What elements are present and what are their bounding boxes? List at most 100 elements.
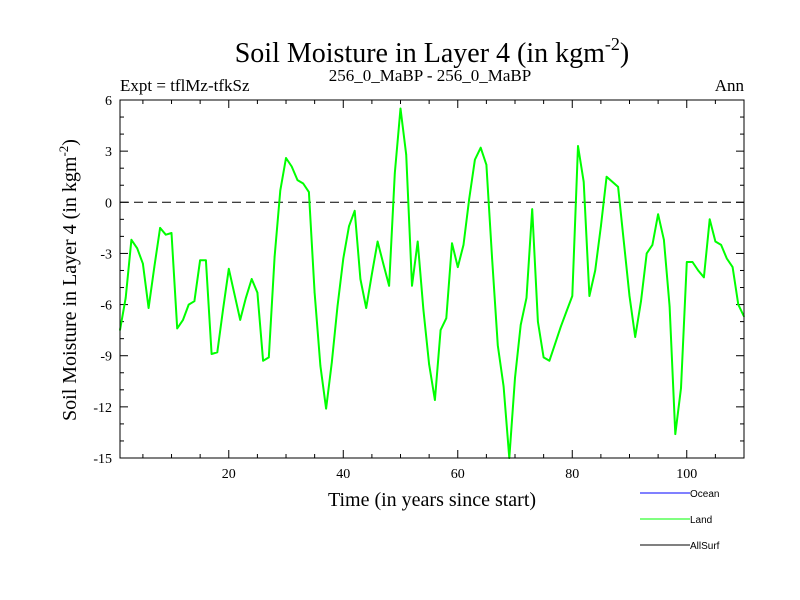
y-tick-label: -15 — [93, 452, 112, 467]
series-line-land — [119, 107, 745, 459]
data-point-land — [537, 320, 539, 323]
data-point-land — [187, 303, 190, 306]
data-point-land — [645, 252, 648, 255]
data-point-land — [640, 300, 642, 303]
data-point-land — [325, 407, 327, 410]
data-point-land — [491, 257, 493, 260]
data-point-land — [290, 165, 293, 168]
data-point-land — [394, 172, 396, 175]
data-point-land — [399, 107, 402, 110]
data-point-land — [376, 240, 379, 243]
data-point-land — [600, 225, 602, 227]
data-point-land — [577, 145, 579, 147]
data-point-land — [474, 158, 476, 161]
data-point-land — [273, 255, 276, 258]
data-point-land — [147, 307, 150, 309]
legend: Ocean Land AllSurf — [640, 489, 720, 552]
data-point-land — [302, 182, 305, 185]
data-point-land — [313, 291, 316, 294]
data-point-land — [468, 198, 471, 200]
data-point-land — [686, 261, 688, 263]
data-point-land — [663, 239, 665, 241]
subtitle-left: Expt = tflMz-tfkSz — [120, 76, 250, 95]
data-point-land — [331, 361, 333, 364]
data-point-land — [130, 239, 133, 241]
data-point-land — [457, 266, 459, 268]
data-point-land — [497, 344, 499, 347]
y-tick-label: -6 — [100, 299, 112, 314]
data-point-land — [416, 240, 419, 243]
data-point-land — [674, 433, 677, 435]
data-point-land — [668, 305, 671, 308]
x-axis-label: Time (in years since start) — [328, 489, 536, 511]
data-point-land — [371, 273, 373, 275]
data-point-land — [462, 244, 465, 246]
data-point-land — [680, 387, 682, 389]
data-point-land — [691, 261, 694, 263]
data-point-land — [256, 291, 259, 294]
data-point-land — [279, 189, 282, 192]
data-point-land — [451, 242, 453, 244]
subtitle-center: 256_0_MaBP - 256_0_MaBP — [329, 66, 531, 85]
data-point-land — [422, 308, 425, 311]
data-point-land — [697, 269, 699, 272]
data-point-land — [594, 269, 596, 272]
data-point-land — [233, 293, 236, 296]
data-point-land — [336, 305, 339, 308]
data-point-land — [611, 181, 614, 183]
data-point-land — [542, 356, 545, 359]
data-point-land — [714, 240, 717, 243]
data-point-land — [703, 276, 705, 279]
data-point-land — [308, 191, 310, 193]
data-point-land — [170, 232, 173, 234]
data-point-land — [285, 157, 287, 159]
chart-title: Soil Moisture in Layer 4 (in kgm-2) — [235, 34, 630, 69]
data-point-land — [353, 210, 356, 212]
plot-frame — [119, 99, 745, 459]
data-point-land — [434, 399, 436, 401]
data-point-land — [205, 259, 207, 262]
data-point-land — [605, 175, 608, 178]
y-axis-label: Soil Moisture in Layer 4 (in kgm-2) — [56, 139, 81, 421]
data-point-land — [159, 227, 161, 229]
x-tick-label: 80 — [565, 467, 579, 482]
x-tick-label: 100 — [676, 467, 697, 482]
data-point-land — [651, 244, 654, 246]
data-point-land — [405, 153, 408, 156]
data-point-land — [222, 308, 224, 311]
data-point-land — [216, 351, 219, 354]
data-point-land — [165, 233, 167, 236]
data-point-land — [342, 257, 345, 260]
data-point-land — [565, 310, 568, 313]
data-point-land — [428, 363, 430, 366]
legend-label-ocean: Ocean — [690, 489, 719, 500]
x-tick-label: 40 — [336, 467, 350, 482]
data-point-land — [348, 225, 350, 227]
data-point-land — [571, 295, 574, 297]
data-point-land — [531, 208, 533, 210]
data-point-land — [525, 297, 528, 299]
data-point-land — [359, 278, 362, 280]
x-tick-label: 60 — [451, 467, 465, 482]
data-point-land — [199, 259, 201, 262]
axis-tick-labels: -15 -12 -9 -6 -3 0 3 6 20 40 60 80 100 — [93, 94, 697, 482]
data-point-land — [708, 218, 711, 221]
data-point-land — [388, 285, 390, 287]
data-point-land — [250, 278, 253, 280]
data-point-land — [210, 353, 213, 355]
data-point-land — [634, 336, 636, 338]
y-tick-label: -9 — [100, 350, 112, 365]
y-tick-label: 3 — [105, 145, 112, 160]
data-point-land — [519, 324, 522, 326]
legend-label-allsurf: AllSurf — [690, 541, 720, 552]
y-tick-label: 0 — [105, 196, 112, 211]
data-point-land — [228, 268, 230, 270]
data-point-land — [268, 356, 270, 359]
data-point-land — [502, 385, 505, 388]
data-point-land — [153, 266, 156, 268]
data-point-land — [136, 247, 138, 250]
x-tick-label: 20 — [222, 467, 236, 482]
data-point-land — [176, 327, 178, 330]
data-point-land — [588, 295, 591, 297]
